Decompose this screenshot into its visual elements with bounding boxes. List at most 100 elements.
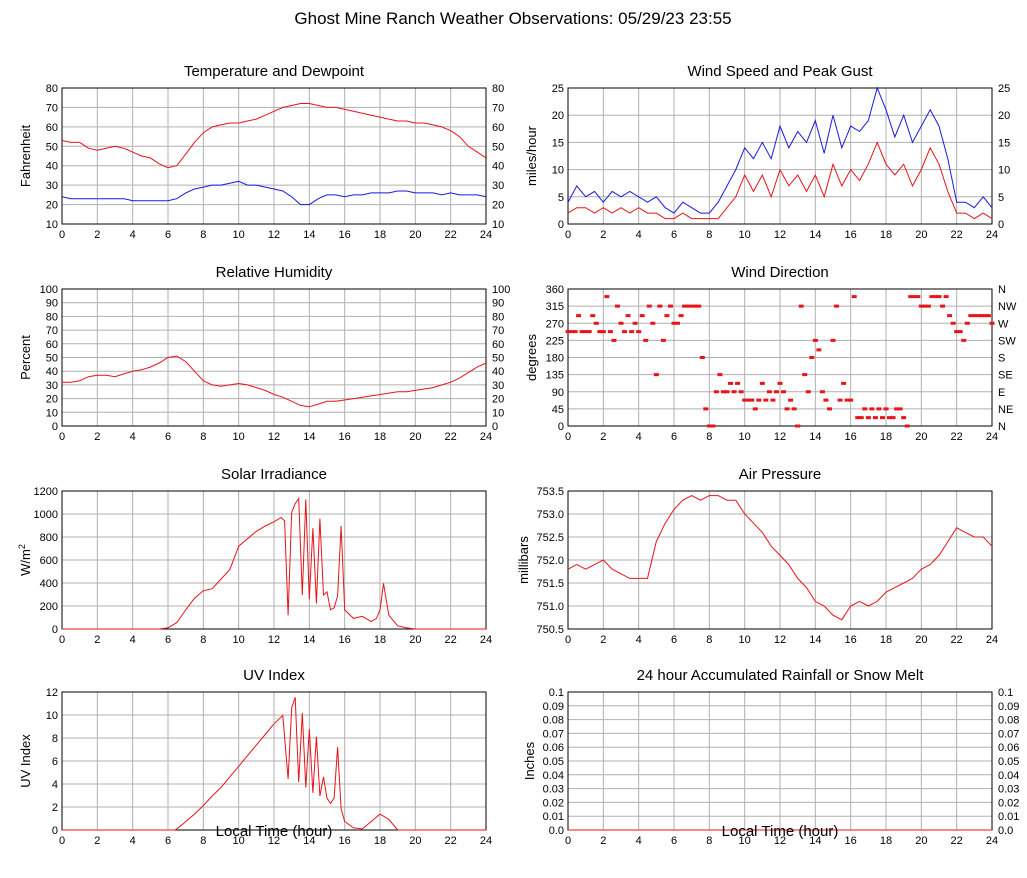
wdir-point: [699, 356, 705, 359]
wdir-point: [579, 330, 585, 334]
y-tick-label: 70: [46, 325, 58, 337]
y-tick-label: 40: [46, 161, 58, 173]
x-tick-label: 2: [600, 431, 606, 443]
x-tick-label: 8: [706, 835, 712, 847]
y-tick-label: 315: [546, 301, 564, 313]
y-tick-label: 753.5: [536, 486, 564, 498]
x-tick-label: 22: [951, 634, 963, 646]
x-tick-label: 16: [845, 634, 857, 646]
wdir-point: [671, 321, 677, 325]
y-tick-label: 20: [46, 200, 58, 212]
right-tick-label: 15: [998, 137, 1010, 149]
right-tick-label: W: [998, 318, 1009, 330]
x-tick-label: 0: [59, 431, 65, 443]
y-tick-label: 10: [46, 710, 58, 722]
wdir-point: [724, 390, 730, 394]
y-tick-label: 0: [52, 624, 58, 636]
wdir-point: [593, 321, 599, 325]
x-tick-label: 12: [774, 835, 786, 847]
wdir-point: [858, 416, 864, 420]
wdir-point: [756, 398, 762, 402]
y-tick-label: 1200: [34, 486, 58, 498]
wdir-point: [643, 338, 649, 342]
x-tick-label: 8: [706, 634, 712, 646]
wdir-point: [604, 295, 610, 299]
wdir-point: [837, 398, 843, 402]
x-tick-label: 0: [59, 634, 65, 646]
wdir-point: [915, 295, 921, 299]
y-tick-label: 45: [552, 404, 564, 416]
x-tick-label: 2: [94, 835, 100, 847]
x-tick-label: 6: [165, 634, 171, 646]
x-tick-label: 4: [636, 835, 642, 847]
y-tick-label: 600: [40, 555, 58, 567]
wdir-point: [971, 314, 977, 318]
x-tick-label: 20: [409, 431, 421, 443]
y-tick-label: 0.08: [543, 715, 564, 727]
temp-series-dewpoint: [61, 180, 487, 206]
right-tick-label: 50: [492, 353, 504, 365]
wdir-point: [887, 416, 893, 420]
x-tick-label: 2: [94, 431, 100, 443]
wdir-point: [759, 381, 765, 385]
right-tick-label: 10: [492, 219, 504, 231]
x-tick-label: 0: [565, 835, 571, 847]
x-axis-title-right: Local Time (hour): [722, 823, 839, 840]
wdir-point: [657, 304, 663, 308]
x-tick-label: 24: [480, 431, 492, 443]
x-tick-label: 22: [445, 634, 457, 646]
right-tick-label: E: [998, 387, 1005, 399]
wdir-point: [978, 314, 984, 318]
solar-series-solar-irradiance: [62, 496, 486, 630]
wdir-point: [614, 304, 620, 308]
x-tick-label: 10: [233, 634, 245, 646]
wind-y-axis-label: miles/hour: [524, 125, 539, 186]
wdir-point: [865, 416, 871, 420]
right-tick-label: 30: [492, 180, 504, 192]
pressure-series-air-pressure: [567, 495, 993, 621]
x-tick-label: 14: [809, 431, 821, 443]
wdir-point: [600, 330, 606, 334]
wdir-point: [622, 330, 628, 334]
wdir-point: [826, 407, 832, 411]
x-tick-label: 4: [636, 229, 642, 241]
wdir-point: [844, 398, 850, 402]
x-tick-label: 14: [303, 835, 315, 847]
x-tick-label: 16: [845, 835, 857, 847]
y-tick-label: 30: [46, 180, 58, 192]
y-tick-label: 4: [52, 779, 58, 791]
wdir-point: [848, 398, 854, 402]
x-tick-label: 4: [130, 634, 136, 646]
x-tick-label: 10: [233, 835, 245, 847]
right-tick-label: S: [998, 353, 1005, 365]
y-tick-label: 750.5: [536, 624, 564, 636]
wdir-title: Wind Direction: [731, 264, 829, 281]
wdir-point: [788, 398, 794, 402]
wdir-point: [636, 330, 642, 334]
wdir-point: [703, 407, 709, 411]
x-tick-label: 4: [636, 634, 642, 646]
wdir-point: [879, 416, 885, 420]
x-tick-label: 6: [671, 835, 677, 847]
wdir-point: [982, 314, 988, 318]
x-tick-label: 20: [915, 835, 927, 847]
right-tick-label: N: [998, 421, 1006, 433]
x-tick-label: 6: [165, 229, 171, 241]
y-tick-label: 40: [46, 366, 58, 378]
y-tick-label: 135: [546, 370, 564, 382]
wdir-point: [728, 381, 734, 385]
x-tick-label: 12: [268, 634, 280, 646]
right-tick-label: 100: [492, 284, 510, 296]
right-tick-label: 40: [492, 366, 504, 378]
temp-frame: [61, 87, 487, 225]
rh-title: Relative Humidity: [216, 264, 333, 281]
wdir-point: [678, 314, 684, 318]
right-tick-label: SE: [998, 370, 1013, 382]
y-tick-label: 80: [46, 83, 58, 95]
wdir-point: [869, 407, 875, 411]
wdir-point: [766, 390, 772, 394]
wdir-point: [872, 416, 878, 420]
x-tick-label: 2: [94, 634, 100, 646]
x-tick-label: 8: [706, 229, 712, 241]
x-tick-label: 20: [915, 229, 927, 241]
